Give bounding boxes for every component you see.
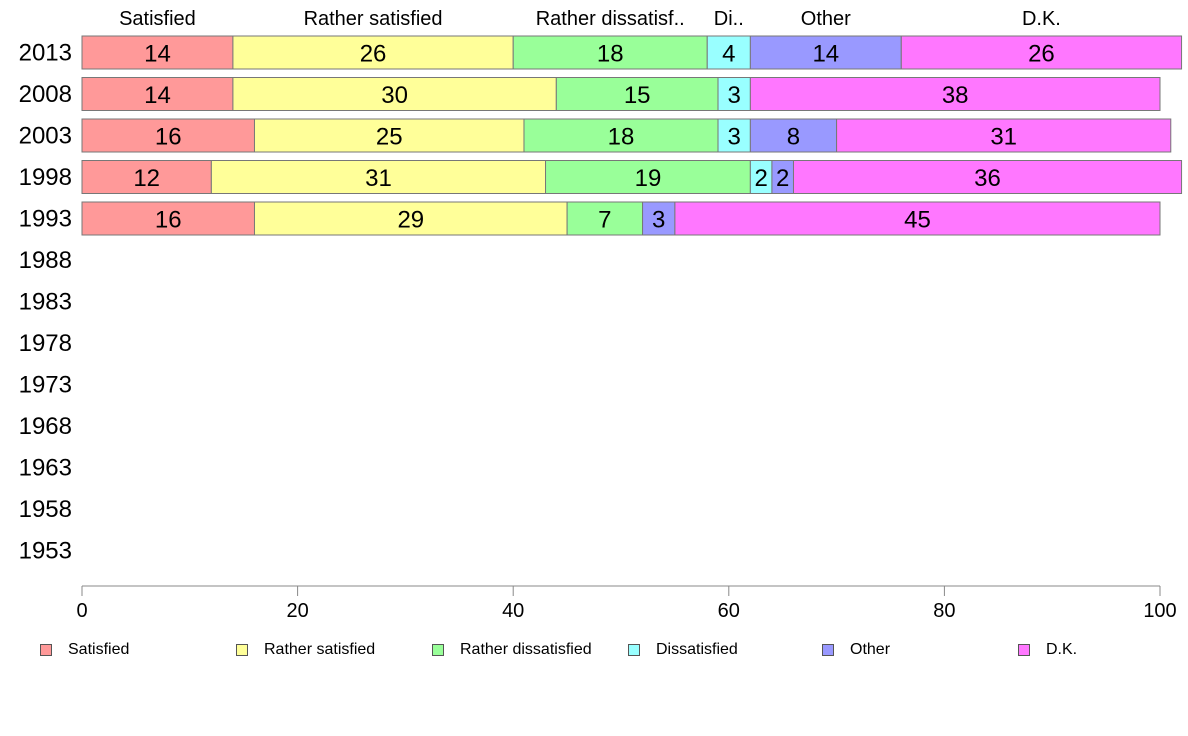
bar-2013-satisfied [81, 35, 234, 70]
bar-2003-rather-satisfied [253, 118, 525, 153]
year-label-2003: 2003 [19, 123, 72, 150]
year-label-1968: 1968 [19, 413, 72, 440]
bar-1998-rather-dissatisfied [545, 160, 751, 194]
bar-2013-d-k- [900, 35, 1183, 70]
bar-value-label: 18 [608, 124, 635, 151]
bar-value-label: 3 [728, 124, 741, 151]
year-label-1973: 1973 [19, 372, 72, 399]
year-label-1953: 1953 [19, 538, 72, 565]
bar-value-label: 25 [376, 124, 403, 151]
bar-value-label: 31 [990, 124, 1017, 151]
bar-value-label: 16 [155, 124, 182, 151]
bar-2008-rather-satisfied [232, 77, 557, 111]
legend-label: D.K. [1046, 641, 1078, 658]
bar-2008-dissatisfied [717, 77, 751, 111]
bar-value-label: 14 [812, 41, 839, 68]
bar-1998-d-k- [792, 160, 1183, 194]
bar-1993-d-k- [674, 201, 1161, 236]
stacked-bar-chart: Satisfied Rather satisfied Rather dissatis… [19, 8, 1183, 622]
bar-value-label: 7 [598, 207, 611, 234]
bar-value-label: 45 [904, 207, 931, 234]
top-label-rather-dissatisfied: Rather dissatisf.. [536, 8, 685, 30]
legend-item-d-k-: D.K. [1018, 640, 1077, 660]
x-tick-label: 100 [1143, 600, 1176, 622]
legend-item-other: Other [822, 640, 890, 660]
bar-value-label: 2 [754, 165, 767, 192]
legend-item-rather-satisfied: Rather satisfied [236, 640, 375, 660]
top-label-other: Other [801, 8, 851, 30]
bar-2003-satisfied [81, 118, 255, 153]
year-label-1998: 1998 [19, 164, 72, 191]
x-tick-label: 40 [502, 600, 524, 622]
bar-value-label: 12 [133, 165, 160, 192]
legend-label: Rather dissatisfied [460, 641, 592, 658]
bar-value-label: 14 [144, 41, 171, 68]
year-axis-labels: 2013 2008 2003 1998 1993 1988 1983 1978 1973 1968… [19, 40, 72, 565]
bar-value-label: 36 [974, 165, 1001, 192]
x-tick-label: 0 [76, 600, 87, 622]
bar-2013-rather-dissatisfied [512, 35, 708, 70]
bar-value-label: 14 [144, 82, 171, 109]
bar-value-label: 18 [597, 41, 624, 68]
bar-value-label: 16 [155, 207, 182, 234]
x-tick-label: 20 [286, 600, 308, 622]
bar-1998-rather-satisfied [210, 160, 547, 194]
legend-swatch [1018, 644, 1030, 656]
bar-value-label: 31 [365, 165, 392, 192]
year-label-1963: 1963 [19, 455, 72, 482]
top-series-labels: Satisfied Rather satisfied Rather dissatis… [119, 8, 1061, 30]
bar-2003-other [749, 118, 838, 153]
bar-2013-rather-satisfied [232, 35, 514, 70]
bar-1993-rather-satisfied [253, 201, 568, 236]
top-label-satisfied: Satisfied [119, 8, 196, 30]
legend-swatch [628, 644, 640, 656]
legend-label: Satisfied [68, 641, 130, 658]
bar-2003-d-k- [836, 118, 1172, 153]
bar-value-label: 2 [776, 165, 789, 192]
top-label-d-k-: D.K. [1022, 8, 1061, 30]
x-axis: 0 20 40 60 80 100 [76, 585, 1177, 622]
x-tick-label: 80 [933, 600, 955, 622]
legend-item-rather-dissatisfied: Rather dissatisfied [432, 640, 592, 660]
bar-value-label: 4 [722, 41, 735, 68]
legend: Satisfied Rather satisfied Rather dissatis… [0, 640, 1188, 664]
bar-value-label: 26 [360, 41, 387, 68]
legend-label: Dissatisfied [656, 641, 738, 658]
bar-value-label: 26 [1028, 41, 1055, 68]
bar-value-label: 38 [942, 82, 969, 109]
bar-value-label: 29 [397, 207, 424, 234]
legend-swatch [236, 644, 248, 656]
bar-1998-satisfied [81, 160, 212, 194]
top-label-dissatisfied: Di.. [714, 8, 744, 30]
legend-swatch [432, 644, 444, 656]
bar-2008-satisfied [81, 77, 234, 111]
legend-label: Rather satisfied [264, 641, 376, 658]
top-label-rather-satisfied: Rather satisfied [304, 8, 443, 30]
year-label-2008: 2008 [19, 81, 72, 108]
bar-value-label: 3 [652, 207, 665, 234]
year-label-1993: 1993 [19, 206, 72, 233]
x-tick-label: 60 [718, 600, 740, 622]
year-label-1988: 1988 [19, 247, 72, 274]
legend-swatch [40, 644, 52, 656]
legend-item-satisfied: Satisfied [40, 640, 129, 660]
bar-value-label: 30 [381, 82, 408, 109]
bar-value-label: 3 [728, 82, 741, 109]
bar-2008-rather-dissatisfied [555, 77, 719, 111]
bar-value-label: 8 [787, 124, 800, 151]
bar-1993-rather-dissatisfied [566, 201, 644, 236]
legend-swatch [822, 644, 834, 656]
legend-label: Other [850, 641, 891, 658]
bar-value-label: 19 [635, 165, 662, 192]
year-label-2013: 2013 [19, 40, 72, 67]
year-label-1983: 1983 [19, 289, 72, 316]
year-label-1978: 1978 [19, 330, 72, 357]
year-label-1958: 1958 [19, 496, 72, 523]
bar-2008-d-k- [749, 77, 1161, 111]
legend-item-dissatisfied: Dissatisfied [628, 640, 738, 660]
bar-value-label: 15 [624, 82, 651, 109]
bar-2013-other [749, 35, 902, 70]
bar-2003-rather-dissatisfied [523, 118, 719, 153]
